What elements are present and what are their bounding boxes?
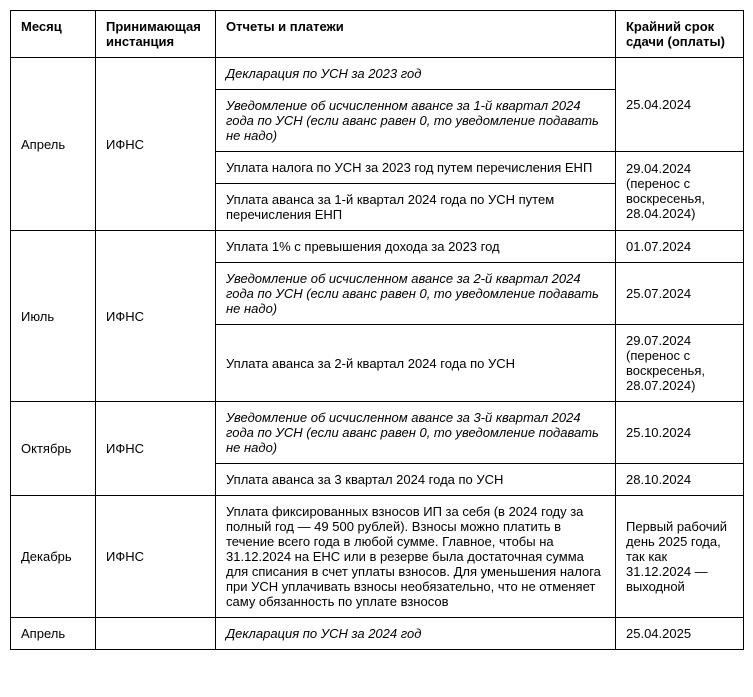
- cell-instance: [96, 618, 216, 650]
- table-row: Июль ИФНС Уплата 1% с превышения дохода …: [11, 231, 744, 263]
- cell-month: Июль: [11, 231, 96, 402]
- cell-report: Уведомление об исчисленном авансе за 3-й…: [216, 402, 616, 464]
- header-instance: Принимающая инстанция: [96, 11, 216, 58]
- cell-month: Декабрь: [11, 496, 96, 618]
- cell-deadline: 25.07.2024: [616, 263, 744, 325]
- cell-instance: ИФНС: [96, 496, 216, 618]
- cell-report: Декларация по УСН за 2023 год: [216, 58, 616, 90]
- cell-month: Апрель: [11, 618, 96, 650]
- cell-deadline: 29.04.2024 (перенос с воскресенья, 28.04…: [616, 152, 744, 231]
- table-row: Апрель ИФНС Декларация по УСН за 2023 го…: [11, 58, 744, 90]
- cell-deadline: 25.04.2025: [616, 618, 744, 650]
- cell-report: Уведомление об исчисленном авансе за 1-й…: [216, 90, 616, 152]
- cell-report: Уплата аванса за 2-й квартал 2024 года п…: [216, 325, 616, 402]
- header-deadline: Крайний срок сдачи (оплаты): [616, 11, 744, 58]
- cell-report: Уплата фиксированных взносов ИП за себя …: [216, 496, 616, 618]
- cell-report: Уплата 1% с превышения дохода за 2023 го…: [216, 231, 616, 263]
- table-row: Апрель Декларация по УСН за 2024 год 25.…: [11, 618, 744, 650]
- cell-report: Декларация по УСН за 2024 год: [216, 618, 616, 650]
- cell-instance: ИФНС: [96, 231, 216, 402]
- cell-deadline: Первый рабочий день 2025 года, так как 3…: [616, 496, 744, 618]
- cell-month: Апрель: [11, 58, 96, 231]
- cell-deadline: 25.04.2024: [616, 58, 744, 152]
- cell-deadline: 25.10.2024: [616, 402, 744, 464]
- cell-report: Уплата налога по УСН за 2023 год путем п…: [216, 152, 616, 184]
- cell-deadline: 29.07.2024 (перенос с воскресенья, 28.07…: [616, 325, 744, 402]
- cell-instance: ИФНС: [96, 402, 216, 496]
- cell-deadline: 28.10.2024: [616, 464, 744, 496]
- cell-instance: ИФНС: [96, 58, 216, 231]
- cell-report: Уплата аванса за 1-й квартал 2024 года п…: [216, 184, 616, 231]
- cell-report: Уплата аванса за 3 квартал 2024 года по …: [216, 464, 616, 496]
- header-month: Месяц: [11, 11, 96, 58]
- table-header-row: Месяц Принимающая инстанция Отчеты и пла…: [11, 11, 744, 58]
- schedule-table: Месяц Принимающая инстанция Отчеты и пла…: [10, 10, 744, 650]
- cell-deadline: 01.07.2024: [616, 231, 744, 263]
- table-row: Декабрь ИФНС Уплата фиксированных взносо…: [11, 496, 744, 618]
- table-row: Октябрь ИФНС Уведомление об исчисленном …: [11, 402, 744, 464]
- header-reports: Отчеты и платежи: [216, 11, 616, 58]
- cell-month: Октябрь: [11, 402, 96, 496]
- cell-report: Уведомление об исчисленном авансе за 2-й…: [216, 263, 616, 325]
